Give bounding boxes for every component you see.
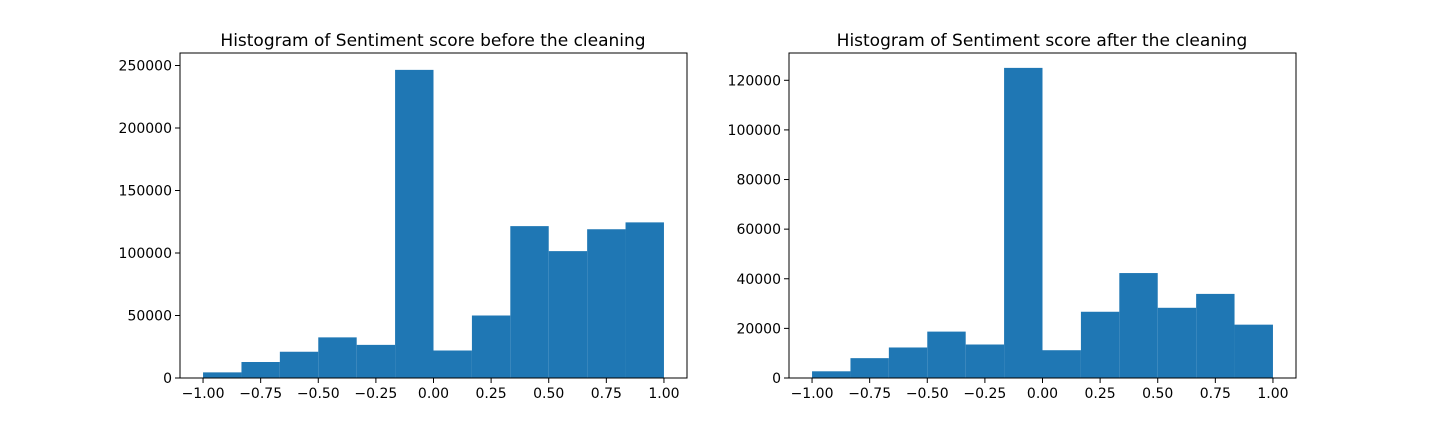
y-tick-label: 50000 [127,309,172,325]
histogram-bar [1119,273,1158,378]
y-tick-label: 40000 [736,272,781,288]
histogram-bar [888,347,928,378]
histogram-bar [1080,311,1120,378]
x-tick-label: −0.75 [239,386,282,402]
y-tick-label: 120000 [728,73,781,89]
y-tick-label: 150000 [119,184,172,200]
y-axis-ticks: 0 20000 40000 60000 80000 100000 120000 [728,73,789,387]
x-axis-ticks: −1.00 −0.75 −0.50 −0.25 0.00 0.25 0.50 0.75 1.00 [791,378,1289,402]
histogram-bar [203,372,242,378]
histogram-bar [548,251,588,378]
histogram-bar [433,350,472,378]
histogram-bar [587,229,626,378]
histogram-bar [471,315,511,378]
x-tick-label: −0.75 [848,386,891,402]
histogram-bar [927,331,966,378]
histogram-bar [850,358,889,378]
y-axis-ticks: 0 50000 100000 150000 200000 250000 [119,59,180,387]
x-tick-label: 0.50 [533,386,564,402]
histogram-bar [279,351,319,378]
histogram-bar [965,344,1005,378]
histogram-bar [1042,350,1081,378]
histogram-bar [1196,293,1235,378]
y-tick-label: 100000 [728,123,781,139]
chart-title: Histogram of Sentiment score after the c… [837,31,1248,51]
x-tick-label: 0.25 [476,386,507,402]
histogram-bar [241,362,280,378]
x-tick-label: −0.50 [906,386,949,402]
y-tick-label: 20000 [736,321,781,337]
y-tick-label: 80000 [736,173,781,189]
histogram-bar [395,69,434,378]
histogram-bar [812,371,851,378]
x-tick-label: 0.25 [1085,386,1116,402]
y-tick-label: 0 [772,371,781,387]
x-tick-label: −1.00 [182,386,225,402]
x-axis-ticks: −1.00 −0.75 −0.50 −0.25 0.00 0.25 0.50 0.75 1.00 [182,378,680,402]
y-tick-label: 0 [163,371,172,387]
bar-group [812,67,1273,378]
histogram-bar [1157,307,1197,378]
chart-before-cleaning: Histogram of Sentiment score before the … [119,31,688,402]
histogram-bar [625,222,664,378]
y-tick-label: 200000 [119,121,172,137]
x-tick-label: 0.50 [1142,386,1173,402]
y-tick-label: 250000 [119,59,172,75]
bar-group [203,69,664,378]
chart-title: Histogram of Sentiment score before the … [220,31,645,51]
chart-after-cleaning: Histogram of Sentiment score after the c… [728,31,1297,402]
x-tick-label: 0.75 [591,386,622,402]
x-tick-label: 1.00 [1257,386,1288,402]
y-tick-label: 60000 [736,222,781,238]
x-tick-label: −0.50 [297,386,340,402]
x-tick-label: 0.00 [418,386,449,402]
y-tick-label: 100000 [119,246,172,262]
x-tick-label: −0.25 [963,386,1006,402]
x-tick-label: 1.00 [648,386,679,402]
histogram-bar [1234,324,1273,378]
histogram-bar [1004,67,1043,378]
histogram-bar [510,226,549,378]
histogram-bar [356,344,396,378]
x-tick-label: −0.25 [354,386,397,402]
x-tick-label: 0.75 [1200,386,1231,402]
x-tick-label: −1.00 [791,386,834,402]
histogram-bar [318,337,357,378]
x-tick-label: 0.00 [1027,386,1058,402]
